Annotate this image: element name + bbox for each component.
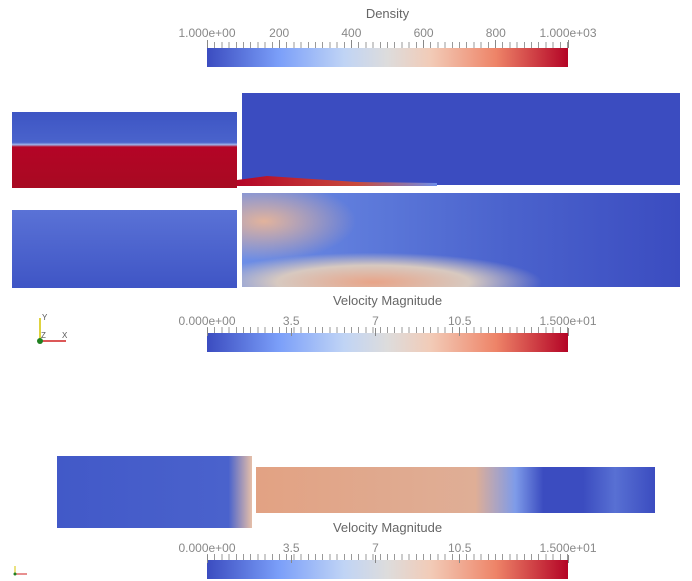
colorbar-label: 200 bbox=[269, 26, 289, 40]
colorbar-title: Velocity Magnitude bbox=[207, 520, 568, 535]
colorbar-major-tick bbox=[291, 328, 292, 336]
axis-label: Y bbox=[42, 313, 48, 322]
colorbar-major-tick bbox=[375, 328, 376, 336]
colorbar-label: 3.5 bbox=[283, 314, 300, 328]
colorbar bbox=[207, 48, 568, 67]
colorbar-label: 3.5 bbox=[283, 541, 300, 555]
axis-label: X bbox=[62, 331, 68, 340]
colorbar-label: 1.000e+03 bbox=[539, 26, 596, 40]
colorbar-label: 7 bbox=[372, 541, 379, 555]
bottom-left bbox=[57, 456, 252, 528]
colorbar-label: 0.000e+00 bbox=[178, 314, 235, 328]
density-right bbox=[242, 93, 680, 185]
axes-glyph-small bbox=[12, 562, 32, 578]
colorbar-major-tick bbox=[568, 555, 569, 563]
colorbar-major-tick bbox=[375, 555, 376, 563]
colorbar-major-tick bbox=[291, 555, 292, 563]
colorbar-major-tick bbox=[207, 40, 208, 48]
colorbar-major-tick bbox=[568, 328, 569, 336]
bottom-right bbox=[256, 467, 655, 513]
colorbar-major-tick bbox=[568, 40, 569, 48]
colorbar-label: 600 bbox=[414, 26, 434, 40]
colorbar-major-tick bbox=[459, 555, 460, 563]
colorbar-label: 0.000e+00 bbox=[178, 541, 235, 555]
colorbar-label: 800 bbox=[486, 26, 506, 40]
colorbar-label: 1.000e+00 bbox=[178, 26, 235, 40]
colorbar-label: 400 bbox=[341, 26, 361, 40]
colorbar-label: 1.500e+01 bbox=[539, 541, 596, 555]
screenshot: Density Velocity Magnitude Velocity Magn… bbox=[0, 0, 692, 581]
colorbar-title: Velocity Magnitude bbox=[207, 293, 568, 308]
colorbar-major-tick bbox=[279, 40, 280, 48]
colorbar-major-tick bbox=[423, 40, 424, 48]
axis-label: Z bbox=[41, 331, 46, 340]
colorbar-major-tick bbox=[207, 555, 208, 563]
colorbar-major-tick bbox=[207, 328, 208, 336]
colorbar-title: Density bbox=[207, 6, 568, 21]
colorbar-label: 7 bbox=[372, 314, 379, 328]
colorbar-label: 10.5 bbox=[448, 541, 471, 555]
velocity-left bbox=[12, 210, 237, 288]
colorbar-major-tick bbox=[459, 328, 460, 336]
velocity-right bbox=[242, 193, 680, 287]
colorbar-label: 10.5 bbox=[448, 314, 471, 328]
colorbar-major-tick bbox=[495, 40, 496, 48]
density-left bbox=[12, 112, 237, 188]
colorbar bbox=[207, 560, 568, 579]
colorbar bbox=[207, 333, 568, 352]
axes-glyph: Y Z X bbox=[30, 310, 75, 350]
colorbar-label: 1.500e+01 bbox=[539, 314, 596, 328]
colorbar-major-tick bbox=[351, 40, 352, 48]
